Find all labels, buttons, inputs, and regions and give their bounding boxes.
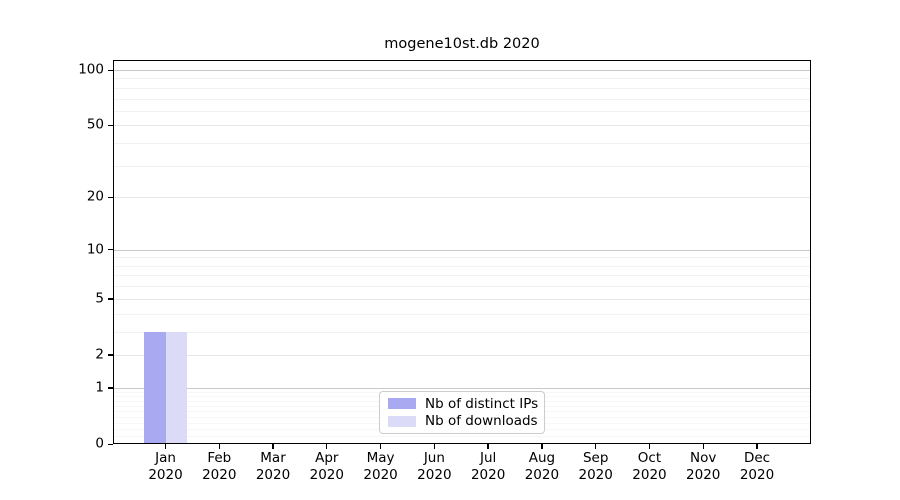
gridline-minor-y-60 <box>113 110 811 112</box>
gridline-major-y-20 <box>113 197 811 199</box>
x-tick-label-jan: Jan 2020 <box>134 450 198 483</box>
x-tick-year: 2020 <box>148 466 183 483</box>
x-tick-month: Dec <box>743 450 771 466</box>
x-tick-year: 2020 <box>470 466 506 483</box>
gridline-minor-y-90 <box>113 78 811 80</box>
gridline-minor-y-8 <box>113 265 811 267</box>
x-tick-month: Jan <box>155 450 176 466</box>
x-tick-month: Oct <box>637 450 662 466</box>
x-tick-mark-jul <box>487 444 489 449</box>
x-tick-label-nov: Nov 2020 <box>671 450 735 483</box>
x-tick-year: 2020 <box>686 466 721 483</box>
legend-box: Nb of distinct IPs Nb of downloads <box>379 391 545 434</box>
y-tick-label-5: 5 <box>95 290 104 307</box>
y-tick-mark-0 <box>108 443 113 445</box>
y-tick-mark-2 <box>108 354 113 356</box>
x-tick-month: Jul <box>479 450 497 466</box>
y-tick-mark-50 <box>108 124 113 127</box>
gridline-minor-y-40 <box>113 143 811 145</box>
x-tick-year: 2020 <box>417 466 452 483</box>
x-tick-mark-jun <box>433 444 435 449</box>
x-tick-label-apr: Apr 2020 <box>295 450 359 483</box>
x-tick-label-aug: Aug 2020 <box>510 450 574 483</box>
x-tick-mark-oct <box>648 444 651 449</box>
x-tick-month: Mar <box>260 450 286 466</box>
x-tick-month: May <box>366 450 395 466</box>
x-tick-mark-nov <box>702 444 704 449</box>
x-tick-year: 2020 <box>363 466 398 483</box>
x-tick-month: Apr <box>315 450 339 466</box>
x-tick-mark-may <box>379 444 382 449</box>
y-tick-mark-5 <box>108 298 113 300</box>
plot-frame <box>113 60 811 444</box>
gridline-minor-y-70 <box>113 98 811 100</box>
x-tick-month: Aug <box>528 450 556 466</box>
bar-nb-of-downloads-jan <box>165 331 187 444</box>
y-tick-label-2: 2 <box>95 346 104 363</box>
gridline-major-y-2 <box>113 354 811 356</box>
y-tick-label-0: 0 <box>95 435 104 452</box>
legend-swatch-downloads <box>388 415 416 427</box>
x-tick-label-mar: Mar 2020 <box>241 450 305 483</box>
x-tick-label-may: May 2020 <box>349 450 413 483</box>
gridline-major-y-100 <box>113 70 811 71</box>
x-tick-month: Nov <box>690 450 717 466</box>
chart-title: mogene10st.db 2020 <box>384 36 540 52</box>
y-tick-label-50: 50 <box>86 117 104 134</box>
x-tick-mark-jan <box>164 444 167 449</box>
legend-label-downloads: Nb of downloads <box>425 413 538 430</box>
y-tick-label-100: 100 <box>78 61 104 78</box>
gridline-minor-y-80 <box>113 87 811 89</box>
y-tick-mark-100 <box>108 69 113 71</box>
x-tick-label-jul: Jul 2020 <box>456 450 520 483</box>
y-tick-mark-20 <box>108 196 113 199</box>
x-tick-year: 2020 <box>202 466 237 483</box>
legend-entry-distinct-ips: Nb of distinct IPs <box>388 395 539 412</box>
x-tick-year: 2020 <box>578 466 613 483</box>
gridline-minor-y-3 <box>113 331 811 333</box>
gridline-minor-y-4 <box>113 313 811 315</box>
x-tick-mark-sep <box>595 444 597 449</box>
x-tick-label-sep: Sep 2020 <box>564 450 628 483</box>
gridline-minor-y-9 <box>113 257 811 259</box>
x-tick-mark-aug <box>541 444 543 449</box>
x-tick-label-oct: Oct 2020 <box>617 450 681 483</box>
bar-nb-of-distinct-ips-jan <box>144 331 166 444</box>
x-tick-label-jun: Jun 2020 <box>402 450 466 483</box>
x-tick-year: 2020 <box>255 466 291 483</box>
gridline-major-y-50 <box>113 125 811 127</box>
gridline-minor-y-6 <box>113 286 811 288</box>
x-tick-year: 2020 <box>739 466 775 483</box>
x-tick-year: 2020 <box>309 466 344 483</box>
gridline-minor-y-0.1 <box>113 436 811 438</box>
x-tick-mark-dec <box>756 444 758 449</box>
gridline-major-y-1 <box>113 387 811 389</box>
x-tick-mark-mar <box>272 444 274 449</box>
legend-label-distinct-ips: Nb of distinct IPs <box>425 395 539 412</box>
y-tick-mark-1 <box>108 387 113 389</box>
gridline-minor-y-30 <box>113 165 811 167</box>
y-tick-label-1: 1 <box>95 379 104 396</box>
gridline-major-y-5 <box>113 298 811 300</box>
legend-entry-downloads: Nb of downloads <box>388 413 538 430</box>
y-tick-label-20: 20 <box>86 188 104 205</box>
x-tick-mark-feb <box>218 444 220 449</box>
x-tick-month: Sep <box>582 450 609 466</box>
legend-swatch-distinct-ips <box>388 398 416 410</box>
x-tick-mark-apr <box>326 444 328 449</box>
x-tick-month: Jun <box>423 450 445 466</box>
x-tick-year: 2020 <box>632 466 667 483</box>
gridline-minor-y-7 <box>113 275 811 277</box>
gridline-major-y-10 <box>113 249 811 251</box>
x-tick-label-feb: Feb 2020 <box>187 450 251 483</box>
x-tick-year: 2020 <box>524 466 560 483</box>
y-tick-mark-10 <box>108 249 113 251</box>
x-tick-label-dec: Dec 2020 <box>725 450 789 483</box>
y-tick-label-10: 10 <box>86 241 104 258</box>
x-tick-month: Feb <box>207 450 232 466</box>
